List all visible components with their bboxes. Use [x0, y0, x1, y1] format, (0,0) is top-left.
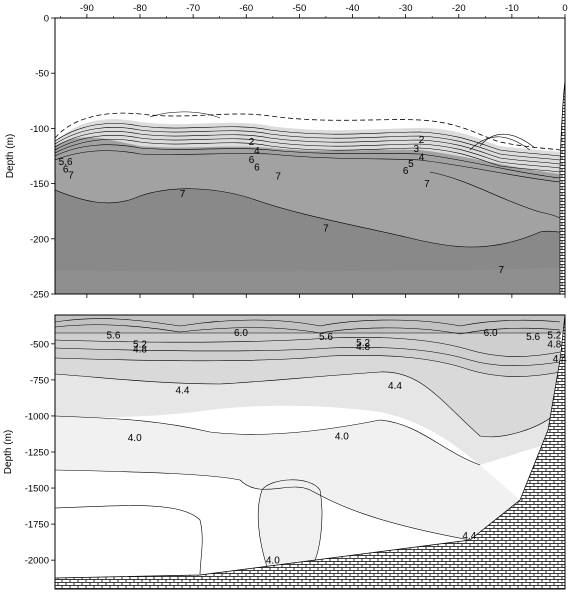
- y-tick-label: -50: [35, 69, 49, 80]
- upper-panel: -90 -80 -70 -60 -50 -40 -30 -20 -10 0 0-50-100-15…: [5, 3, 568, 301]
- y-tick-label: -150: [30, 179, 49, 190]
- x-tick-label: -80: [133, 3, 147, 14]
- contour-label: 5.6: [319, 332, 333, 343]
- lower-isolines: [55, 318, 561, 576]
- contour-label: 6: [63, 165, 69, 176]
- x-tick-label: -90: [80, 3, 94, 14]
- lower-contour-labels: 5.6 6.0 5.65.24.86.0 5.6 5.24.84.45.24.84.4 4…: [106, 328, 567, 567]
- contour-label: 7: [424, 179, 430, 190]
- x-tick-label: -60: [239, 3, 253, 14]
- contour-label: 4.8: [356, 342, 370, 353]
- contour-label: 4.8: [547, 339, 561, 350]
- contour-label: 4.4: [462, 531, 476, 542]
- lower-band-1: [55, 333, 560, 377]
- upper-y-axis: 0 -50 -100 -150 -200 -250: [30, 14, 55, 301]
- y-tick-label: 0: [44, 14, 49, 25]
- lower-y-axis-title: Depth (m): [3, 430, 14, 474]
- contour-label: 6: [254, 163, 260, 174]
- contour-label: 2: [249, 137, 255, 148]
- lower-deep-lens: [258, 479, 322, 570]
- contour-label: 4.4: [553, 354, 567, 365]
- contour-label: 7: [323, 223, 329, 234]
- contour-label: 5.2: [547, 331, 561, 342]
- contour-label: 4.0: [128, 433, 142, 444]
- contour-label: 5: [408, 159, 414, 170]
- lower-y-axis: -500 -750 -1000 -1250 -1500 -1750 -2000: [25, 339, 55, 567]
- y-tick-label: -2000: [25, 556, 49, 567]
- y-tick-label: -1750: [25, 520, 49, 531]
- upper-isolines: [55, 111, 561, 248]
- contour-label: 5.6: [106, 331, 120, 342]
- upper-y-axis-title: Depth (m): [5, 134, 16, 178]
- contour-label: 6: [403, 166, 409, 177]
- y-tick-label: -200: [30, 234, 49, 245]
- x-tick-label: -10: [505, 3, 519, 14]
- y-tick-label: -1250: [25, 448, 49, 459]
- lower-panel: -500 -750 -1000 -1250 -1500 -1750 -2000 5.6 6.0…: [3, 314, 567, 590]
- x-tick-label: -40: [346, 3, 360, 14]
- y-tick-label: -100: [30, 124, 49, 135]
- contour-label: 5.6: [59, 157, 73, 168]
- x-tick-label: -20: [452, 3, 466, 14]
- contour-label: 4: [254, 146, 260, 157]
- y-tick-label: -1500: [25, 484, 49, 495]
- contour-label: 5.2: [133, 339, 147, 350]
- y-tick-label: -250: [30, 290, 49, 301]
- contour-label: 6.0: [234, 328, 248, 339]
- y-tick-label: -750: [30, 375, 49, 386]
- y-tick-label: -1000: [25, 411, 49, 422]
- upper-bottom-layer: [55, 268, 560, 294]
- contour-label: 4: [419, 153, 425, 164]
- contour-label: 6: [249, 155, 255, 166]
- contour-label: 5.2: [356, 338, 370, 349]
- contour-label: 4.8: [133, 344, 147, 355]
- upper-plot-frame: [54, 17, 566, 295]
- lower-band-3: [55, 371, 560, 465]
- x-tick-label: 0: [562, 3, 567, 14]
- contour-label: 5.6: [526, 332, 540, 343]
- lower-topography: [55, 315, 565, 589]
- upper-dashed-isoline: [55, 112, 561, 151]
- contour-label: 4.0: [335, 432, 349, 443]
- contour-label: 3: [413, 144, 419, 155]
- x-tick-label: -30: [399, 3, 413, 14]
- contour-label: 4.0: [266, 556, 280, 567]
- contour-label: 4.4: [176, 385, 190, 396]
- contour-label: 7: [180, 189, 186, 200]
- upper-deep-layer: [55, 188, 560, 294]
- x-tick-label: -50: [293, 3, 307, 14]
- contour-label: 7: [275, 171, 281, 182]
- contour-label: 2: [419, 135, 425, 146]
- contour-label: 4.4: [388, 381, 402, 392]
- upper-x-axis: -90 -80 -70 -60 -50 -40 -30 -20 -10 0: [60, 3, 568, 298]
- y-tick-label: -500: [30, 339, 49, 350]
- contour-label: 7: [498, 265, 504, 276]
- contour-label: 6.0: [484, 328, 498, 339]
- lower-band-2: [55, 355, 560, 437]
- contour-label: 7: [68, 170, 74, 181]
- x-tick-label: -70: [186, 3, 200, 14]
